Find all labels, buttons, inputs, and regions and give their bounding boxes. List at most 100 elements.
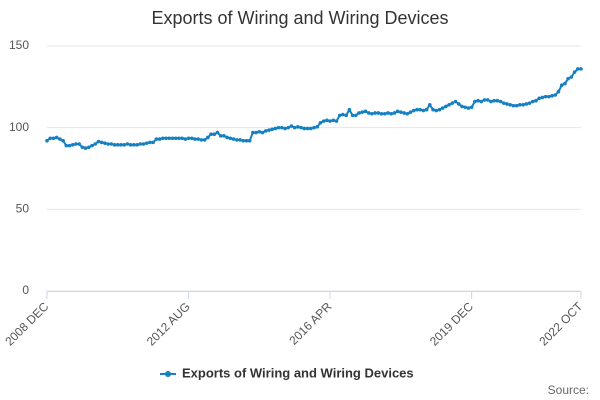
point: [321, 119, 326, 123]
point: [199, 138, 204, 142]
y-tick-label: 150: [9, 38, 29, 52]
point: [48, 136, 53, 141]
point: [93, 142, 98, 146]
point: [357, 111, 361, 115]
point: [511, 103, 516, 108]
point: [543, 94, 548, 99]
point: [460, 104, 464, 109]
point: [556, 89, 561, 94]
x-tick-label: 2008 DEC: [2, 299, 51, 348]
point: [302, 126, 307, 131]
point: [489, 99, 493, 104]
point: [225, 135, 229, 140]
point: [485, 98, 490, 102]
point: [473, 99, 477, 104]
point: [67, 143, 72, 148]
point: [186, 136, 191, 141]
point: [437, 107, 442, 112]
point: [164, 136, 168, 141]
point: [193, 137, 197, 141]
point: [328, 119, 332, 123]
point: [141, 142, 146, 146]
point: [524, 102, 529, 106]
point: [508, 103, 513, 107]
point: [103, 141, 107, 145]
point: [315, 125, 320, 129]
point: [318, 120, 323, 125]
point: [373, 111, 377, 115]
point: [476, 98, 480, 103]
point: [180, 136, 184, 141]
point: [575, 67, 580, 71]
point: [550, 94, 554, 98]
point: [505, 102, 509, 106]
point: [360, 110, 365, 114]
point: [563, 81, 567, 86]
point: [408, 110, 413, 114]
point: [177, 136, 181, 141]
point: [77, 142, 81, 146]
point: [132, 143, 136, 147]
point: [80, 145, 85, 150]
point: [244, 138, 249, 143]
point: [521, 103, 525, 107]
point: [518, 103, 522, 107]
x-tick-label: 2012 AUG: [144, 299, 193, 348]
point: [334, 119, 339, 123]
point: [569, 75, 574, 79]
point: [215, 130, 220, 135]
point: [299, 125, 303, 130]
legend-marker: [165, 371, 171, 377]
point: [347, 107, 352, 112]
point: [135, 143, 139, 147]
point: [344, 113, 348, 118]
point: [450, 101, 455, 105]
point: [292, 125, 297, 130]
y-tick-label: 0: [22, 283, 29, 297]
point: [234, 138, 239, 142]
point: [447, 103, 451, 107]
point: [498, 99, 503, 104]
point: [283, 126, 287, 131]
point: [312, 125, 316, 130]
point: [161, 136, 165, 141]
point: [115, 143, 120, 147]
point: [289, 124, 294, 128]
point: [386, 111, 390, 115]
point: [537, 96, 541, 101]
point: [148, 140, 152, 145]
point: [540, 95, 545, 100]
point: [238, 138, 242, 142]
point: [444, 104, 448, 109]
point: [128, 143, 133, 147]
point: [183, 137, 188, 141]
point: [173, 136, 178, 141]
point: [296, 125, 300, 129]
point: [45, 138, 49, 143]
point: [341, 112, 345, 117]
point: [530, 99, 535, 104]
point: [405, 111, 410, 116]
point: [74, 142, 78, 146]
point: [64, 143, 69, 148]
point: [257, 129, 262, 134]
point: [492, 98, 496, 103]
point: [331, 118, 336, 123]
point: [469, 105, 474, 110]
point: [305, 126, 310, 131]
point: [61, 138, 65, 143]
point: [109, 142, 114, 146]
point: [395, 109, 400, 114]
point: [231, 137, 236, 141]
point: [247, 138, 252, 143]
point: [196, 137, 200, 141]
point: [167, 136, 172, 141]
point: [392, 111, 397, 115]
point: [154, 137, 159, 141]
point: [415, 107, 419, 112]
x-tick-label: 2022 OCT: [536, 299, 586, 349]
point: [83, 146, 88, 150]
point: [280, 125, 284, 130]
y-tick-label: 100: [9, 120, 29, 134]
